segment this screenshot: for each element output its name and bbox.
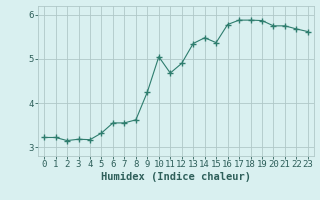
X-axis label: Humidex (Indice chaleur): Humidex (Indice chaleur): [101, 172, 251, 182]
